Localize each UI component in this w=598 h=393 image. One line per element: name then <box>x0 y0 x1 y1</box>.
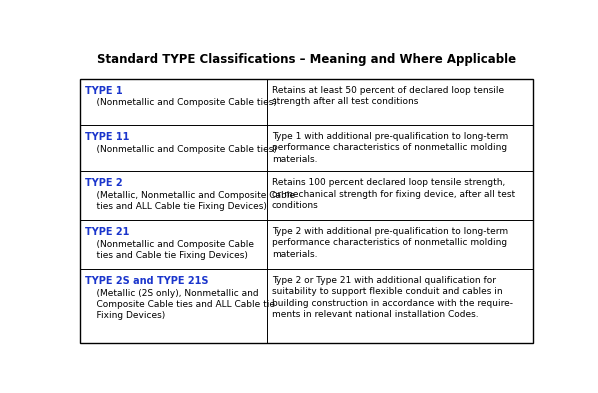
Bar <box>80 79 533 343</box>
Text: Retains 100 percent declared loop tensile strength,
or mechanical strength for f: Retains 100 percent declared loop tensil… <box>271 178 515 210</box>
Text: TYPE 2S and TYPE 21S: TYPE 2S and TYPE 21S <box>85 276 209 286</box>
Text: Type 2 or Type 21 with additional qualification for
suitability to support flexi: Type 2 or Type 21 with additional qualif… <box>271 276 512 319</box>
Text: (Nonmetallic and Composite Cable
    ties and Cable tie Fixing Devices): (Nonmetallic and Composite Cable ties an… <box>85 240 254 260</box>
Text: TYPE 2: TYPE 2 <box>85 178 123 188</box>
Text: TYPE 1: TYPE 1 <box>85 86 123 95</box>
Text: (Nonmetallic and Composite Cable ties): (Nonmetallic and Composite Cable ties) <box>85 98 277 107</box>
Text: Type 2 with additional pre-qualification to long-term
performance characteristic: Type 2 with additional pre-qualification… <box>271 227 508 259</box>
Text: Retains at least 50 percent of declared loop tensile
strength after all test con: Retains at least 50 percent of declared … <box>271 86 504 106</box>
Text: (Metallic, Nonmetallic and Composite Cable
    ties and ALL Cable tie Fixing Dev: (Metallic, Nonmetallic and Composite Cab… <box>85 191 295 211</box>
Text: (Nonmetallic and Composite Cable ties): (Nonmetallic and Composite Cable ties) <box>85 145 277 154</box>
Text: Type 1 with additional pre-qualification to long-term
performance characteristic: Type 1 with additional pre-qualification… <box>271 132 508 164</box>
Text: TYPE 21: TYPE 21 <box>85 227 129 237</box>
Text: Standard TYPE Classifications – Meaning and Where Applicable: Standard TYPE Classifications – Meaning … <box>97 53 516 66</box>
Text: (Metallic (2S only), Nonmetallic and
    Composite Cable ties and ALL Cable tie
: (Metallic (2S only), Nonmetallic and Com… <box>85 288 275 320</box>
Text: TYPE 11: TYPE 11 <box>85 132 129 142</box>
